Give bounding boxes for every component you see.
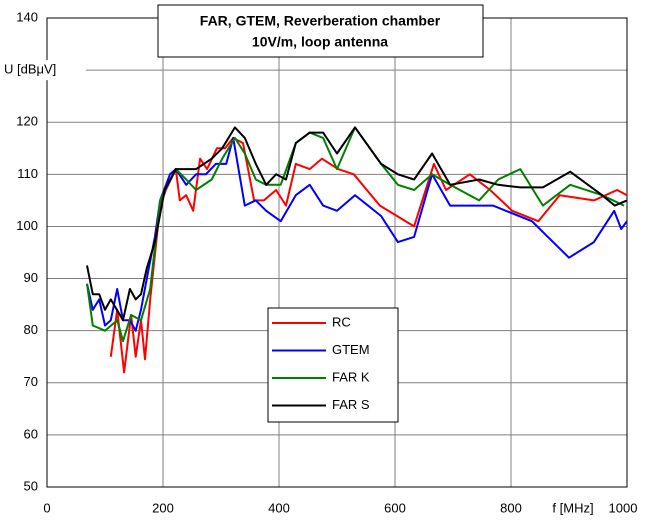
x-tick-label: 600 xyxy=(384,500,406,515)
legend-box xyxy=(267,307,399,423)
y-tick-label: 80 xyxy=(24,322,38,337)
y-tick-label: 90 xyxy=(24,270,38,285)
y-tick-label: 60 xyxy=(24,426,38,441)
x-tick-label: 200 xyxy=(152,500,174,515)
x-tick-label: 1000 xyxy=(609,500,638,515)
x-tick-label: 0 xyxy=(43,500,50,515)
legend: RC GTEM FAR K FAR S xyxy=(267,307,399,423)
legend-label: FAR K xyxy=(332,369,370,384)
chart-title: FAR, GTEM, Reverberation chamber xyxy=(200,13,441,29)
x-tick-label: 800 xyxy=(500,500,522,515)
label-background xyxy=(2,60,86,81)
series-line xyxy=(86,126,625,343)
labels: 50 60 70 80 90 100 110 120 U [dBμV] 140 0 200 400 600… xyxy=(2,9,637,515)
y-tick-label: 100 xyxy=(16,218,38,233)
y-tick-label: 140 xyxy=(16,9,38,24)
title-box xyxy=(157,4,484,58)
y-tick-label: 70 xyxy=(24,374,38,389)
y-tick-label: 120 xyxy=(16,114,38,129)
y-tick-label: 50 xyxy=(24,478,38,493)
x-axis-label: f [MHz] xyxy=(552,500,593,515)
series-line xyxy=(86,126,628,322)
y-tick-label: 110 xyxy=(17,166,38,181)
y-axis-label: U [dBμV] xyxy=(4,62,56,77)
lines xyxy=(86,126,628,374)
legend-label: RC xyxy=(332,314,351,329)
chart-subtitle: 10V/m, loop antenna xyxy=(252,34,388,50)
legend-label: FAR S xyxy=(332,397,370,412)
legend-label: GTEM xyxy=(332,342,370,357)
x-tick-label: 400 xyxy=(268,500,290,515)
